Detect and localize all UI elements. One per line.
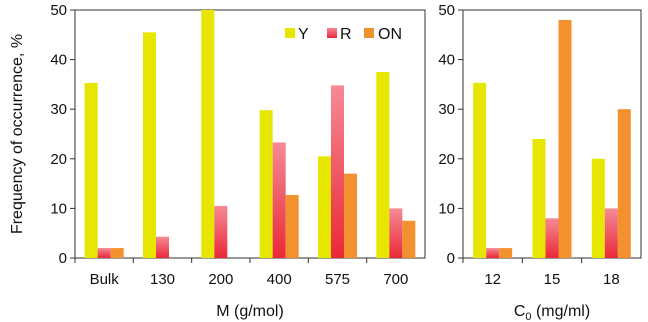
legend-swatch-r	[327, 28, 337, 38]
right-x-tick-label: 15	[544, 271, 561, 288]
right-bar-y	[473, 82, 487, 258]
right-y-tick-label: 40	[438, 52, 455, 69]
right-bar-y	[591, 158, 605, 258]
legend-label-y: Y	[298, 26, 309, 43]
right-bar-y	[532, 138, 546, 258]
right-y-tick-label: 10	[438, 200, 455, 217]
left-x-axis-title: M (g/mol)	[216, 303, 284, 320]
right-y-tick-label: 50	[438, 2, 455, 19]
left-bar-y	[84, 82, 98, 258]
right-x-axis: 12 15 18	[462, 258, 620, 288]
left-bar-r	[272, 142, 286, 258]
legend: Y R ON	[285, 26, 402, 43]
left-bar-r	[331, 85, 344, 258]
left-x-tick-label: 700	[383, 271, 408, 288]
left-bar-y	[376, 72, 390, 258]
left-x-tick-label: 200	[208, 271, 233, 288]
left-x-tick-label: 130	[150, 271, 175, 288]
right-x-axis-title-rest: (mg/ml)	[532, 303, 591, 320]
left-bar-y	[201, 10, 215, 258]
right-x-tick-label: 12	[484, 271, 501, 288]
legend-label-on: ON	[378, 26, 402, 43]
right-y-tick-label: 30	[438, 101, 455, 118]
right-x-axis-title-subscript: 0	[525, 311, 531, 322]
left-y-tick-label: 20	[50, 151, 67, 168]
left-y-axis-title: Frequency of occurrence, %	[9, 34, 26, 234]
left-bar-y	[259, 110, 273, 258]
right-y-tick-label: 0	[447, 250, 455, 267]
right-x-axis-title: C0 (mg/ml)	[514, 303, 590, 322]
left-plot-frame	[74, 9, 426, 259]
left-bars	[84, 10, 416, 258]
left-x-tick-label: Bulk	[90, 271, 120, 288]
legend-label-r: R	[340, 26, 352, 43]
right-y-axis: 0 10 20 30 40 50	[438, 2, 463, 267]
left-bar-on	[110, 248, 124, 258]
left-x-tick-label: 575	[325, 271, 350, 288]
left-y-axis: 0 10 20 30 40 50	[50, 2, 75, 267]
legend-swatch-y	[285, 28, 295, 38]
left-bar-r	[214, 205, 228, 258]
left-bar-r	[389, 208, 403, 258]
right-bar-on	[558, 19, 572, 259]
left-y-tick-label: 0	[59, 250, 67, 267]
left-bar-r	[97, 248, 111, 258]
left-x-axis: Bulk 130 200 400 575 700	[74, 258, 408, 288]
left-panel: 0 10 20 30 40 50 Bulk 130 200 400 575 700 Frequenc…	[9, 2, 426, 320]
left-bar-on	[285, 195, 299, 258]
left-bar-y	[143, 32, 156, 258]
legend-swatch-on	[364, 28, 374, 38]
right-y-tick-label: 20	[438, 151, 455, 168]
left-y-tick-label: 40	[50, 52, 67, 69]
left-bar-on	[402, 220, 416, 258]
right-bar-r	[604, 208, 618, 258]
left-x-tick-label: 400	[267, 271, 292, 288]
right-bars	[473, 19, 631, 259]
right-bar-on	[617, 109, 631, 258]
left-bar-y	[318, 156, 331, 258]
left-y-tick-label: 30	[50, 101, 67, 118]
left-y-tick-label: 50	[50, 2, 67, 19]
left-bar-on	[344, 173, 357, 258]
left-bar-r	[156, 236, 169, 258]
right-x-tick-label: 18	[603, 271, 620, 288]
right-bar-r	[486, 248, 500, 258]
right-bar-r	[545, 218, 559, 258]
right-bar-on	[499, 248, 513, 258]
right-x-axis-title-main: C	[514, 303, 526, 320]
left-y-tick-label: 10	[50, 200, 67, 217]
